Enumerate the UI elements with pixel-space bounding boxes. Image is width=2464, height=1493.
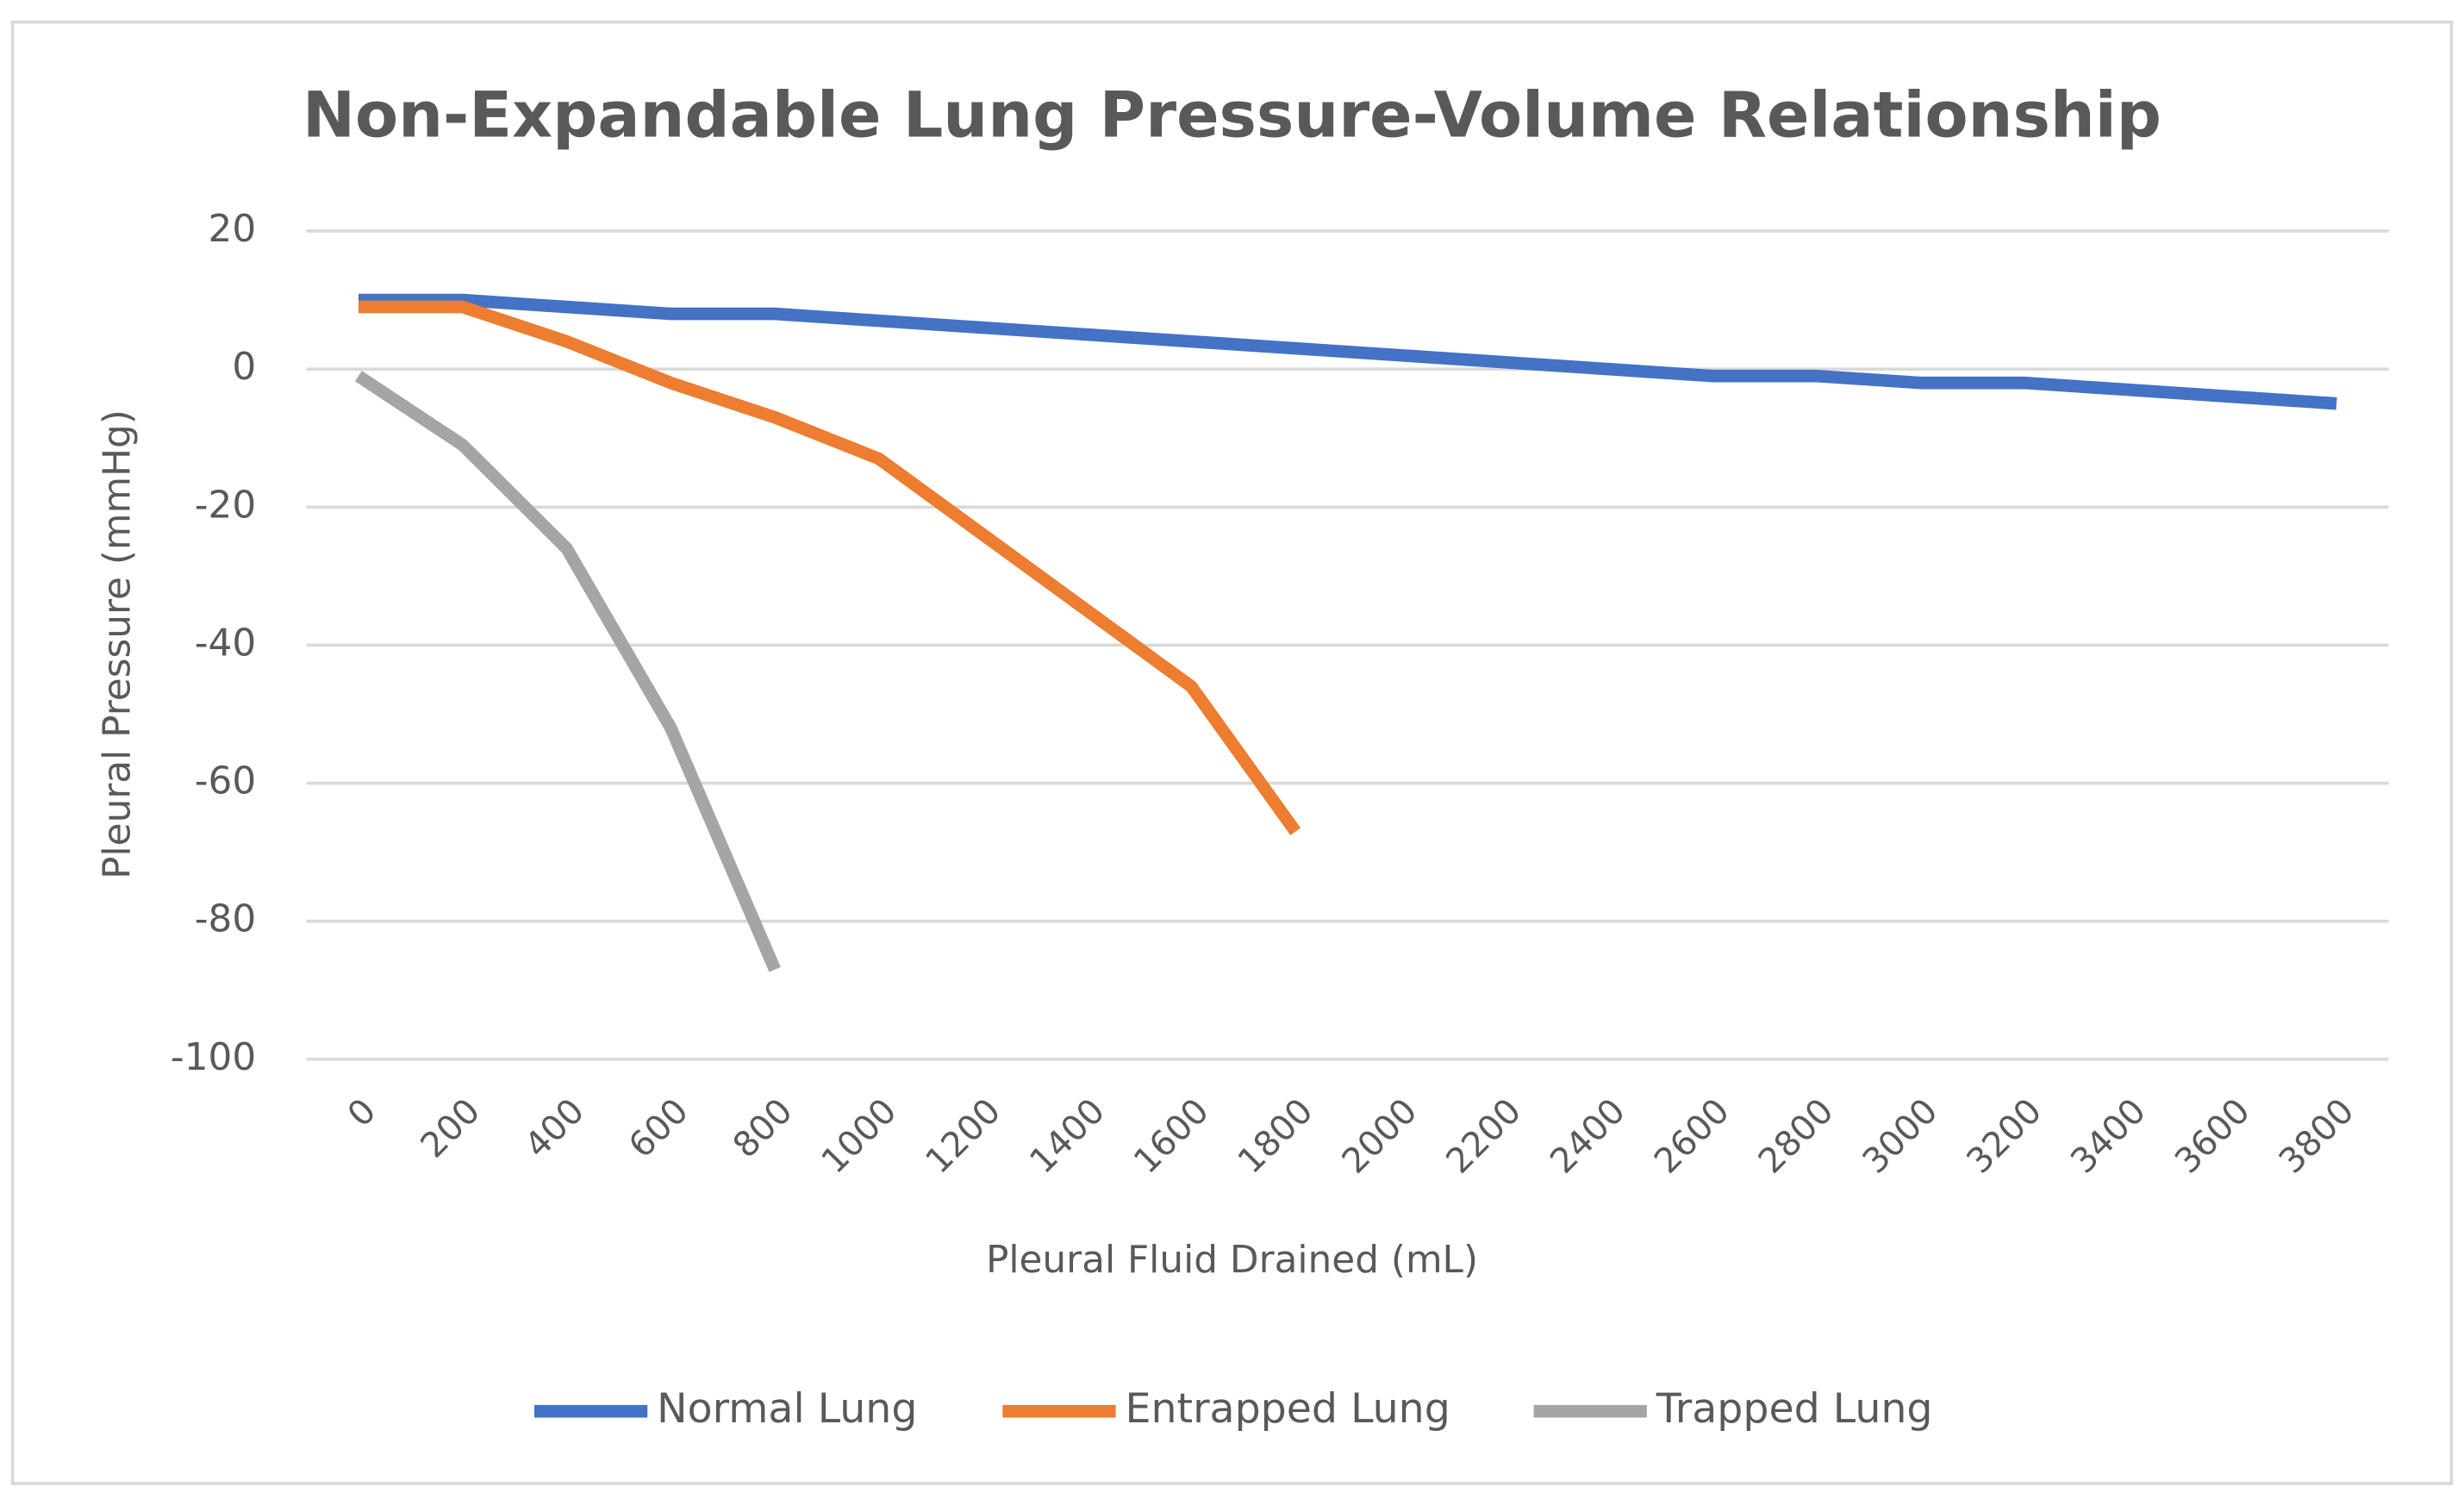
y-tick-label: -100	[171, 1035, 256, 1079]
y-tick-label: 0	[232, 345, 256, 389]
line-series	[358, 293, 2337, 410]
x-axis-label: Pleural Fluid Drained (mL)	[986, 1238, 1478, 1282]
y-tick-label: -40	[195, 621, 256, 665]
line-series	[358, 300, 1301, 835]
y-axis-label: Pleural Pressure (mmHg)	[96, 409, 140, 879]
legend-label: Entrapped Lung	[1126, 1385, 1450, 1433]
chart-title: Non-Expandable Lung Pressure-Volume Rela…	[303, 79, 2161, 153]
legend-label: Trapped Lung	[1656, 1385, 1933, 1433]
y-tick-label: -20	[195, 483, 256, 527]
y-tick-label: -60	[195, 759, 256, 803]
y-tick-label: -80	[195, 897, 256, 941]
y-tick-label: 20	[209, 207, 257, 251]
legend-label: Normal Lung	[657, 1385, 917, 1433]
line-series	[354, 371, 781, 972]
